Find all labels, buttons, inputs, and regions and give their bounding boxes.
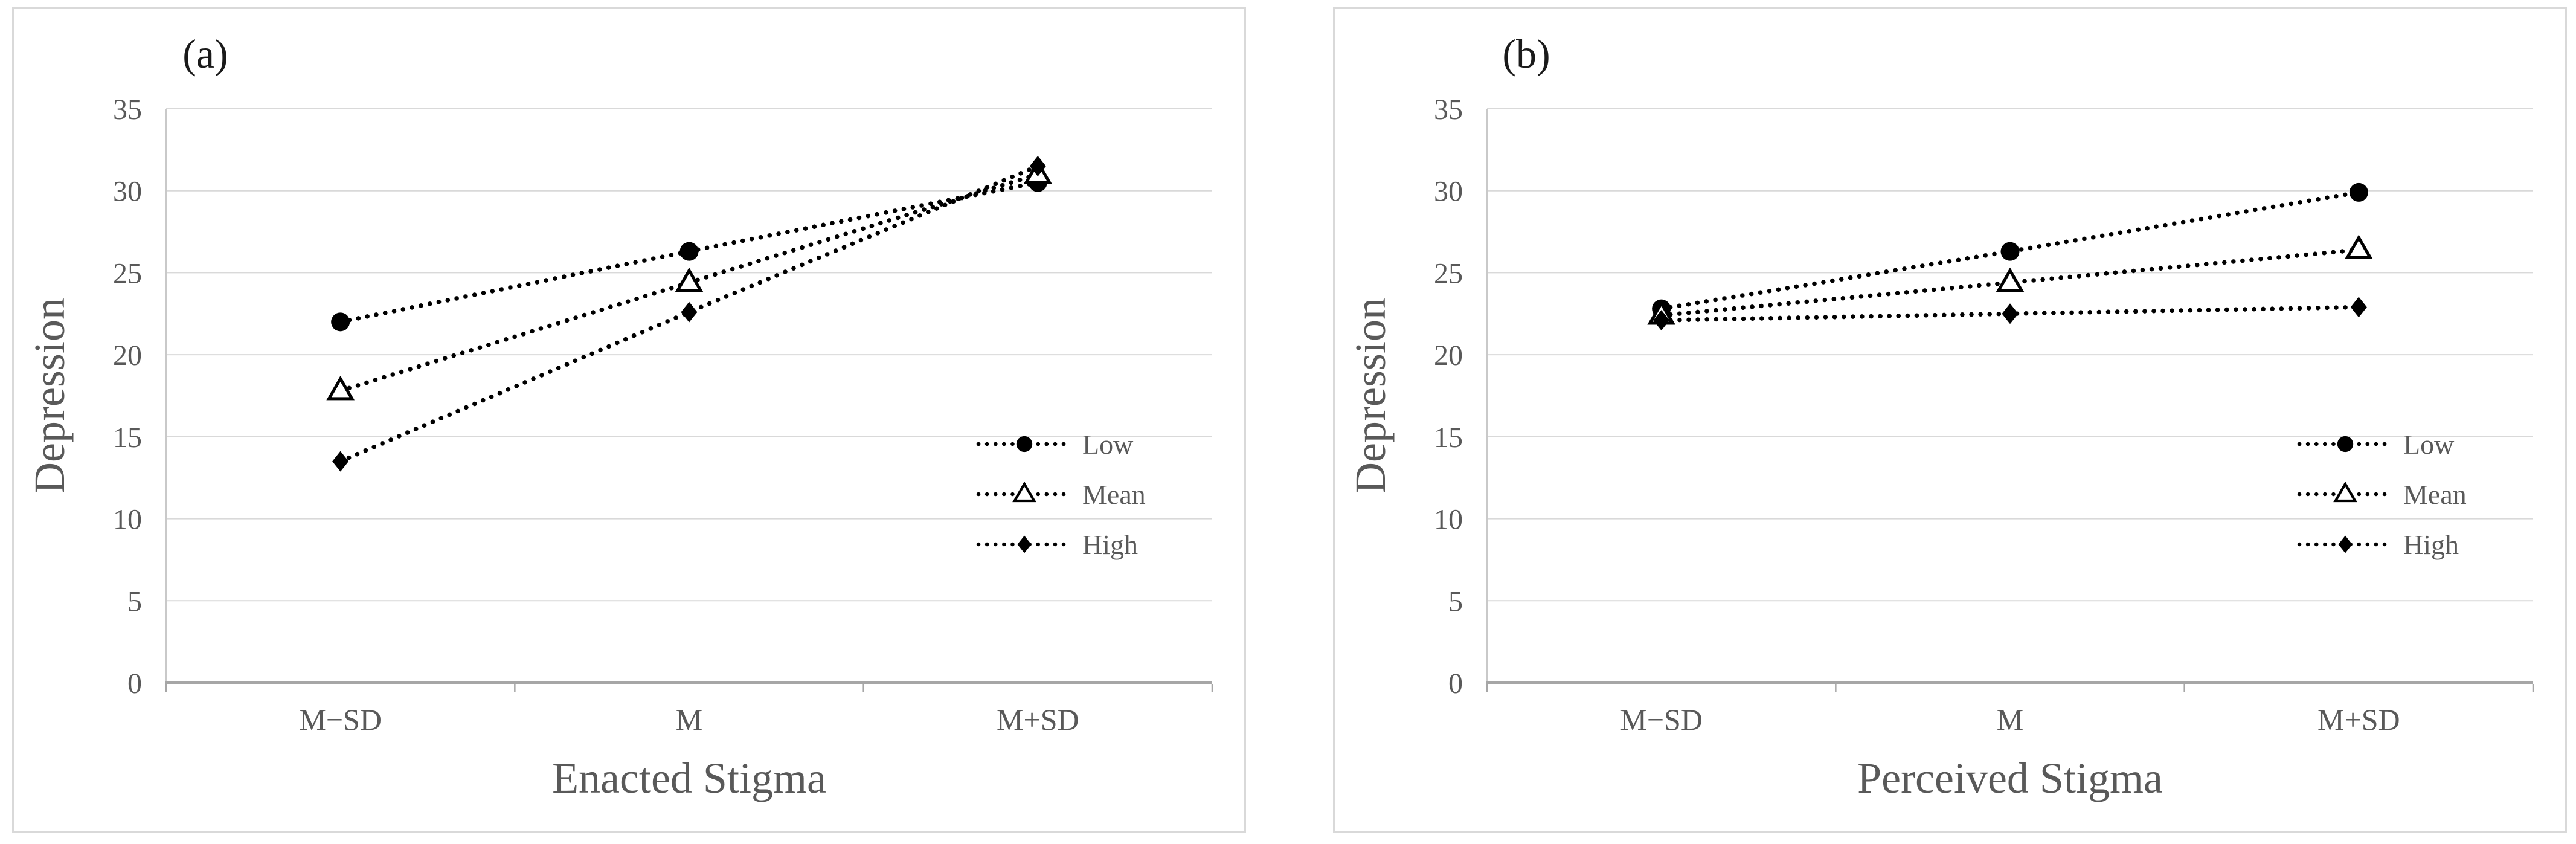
chart-b-svg: (b) 0 5 10 15 20 25 30 35 M−SD M M+SD Perceived Stig… (1333, 7, 2567, 833)
series-marker-low-2 (2349, 182, 2368, 202)
legend-item-mean: Mean (2297, 479, 2467, 510)
legend-item-high: High (2297, 529, 2459, 560)
series-marker-mean-1 (675, 267, 704, 292)
legend-item-low: Low (2297, 429, 2455, 460)
series-marker-high-2 (2350, 297, 2367, 318)
series-marker-low-1 (2000, 242, 2020, 261)
x-tick-label: M+SD (2317, 703, 2400, 736)
series-line-high (338, 164, 1041, 464)
legend-label: Low (1082, 429, 1134, 460)
panel-b: (b) 0 5 10 15 20 25 30 35 M−SD M M+SD Perceived Stig… (1333, 7, 2567, 833)
panel-label: (a) (182, 31, 228, 77)
series-line-mean (1659, 247, 2362, 318)
y-axis-title: Depression (25, 298, 74, 494)
y-tick-label: 20 (1434, 340, 1463, 372)
series-marker-high-1 (2002, 303, 2019, 324)
legend-marker-filled-diamond (2338, 535, 2353, 553)
chart-a-svg: (a) 0 5 10 15 20 25 30 35 M−SD M M+SD Enacted Stigma… (12, 7, 1246, 833)
y-tick-label: 0 (1448, 668, 1463, 700)
y-tick-label: 25 (113, 257, 142, 289)
legend-label: Mean (2403, 479, 2467, 510)
y-axis-title: Depression (1346, 298, 1395, 494)
legend: Low Mean High (976, 429, 1146, 560)
y-tick-label: 30 (1434, 176, 1463, 208)
panel-border (1333, 7, 2567, 833)
x-tick-label: M+SD (997, 703, 1079, 736)
x-tick-label: M−SD (299, 703, 382, 736)
x-tick-label: M (1997, 703, 2023, 736)
legend-item-high: High (976, 529, 1138, 560)
legend-marker-filled-circle (1016, 436, 1033, 453)
legend-label: Low (2403, 429, 2455, 460)
x-tick-label: M−SD (1620, 703, 1703, 736)
legend-label: High (2403, 529, 2459, 560)
legend-item-low: Low (976, 429, 1134, 460)
series-marker-mean-0 (326, 375, 355, 401)
series-marker-high-2 (1029, 156, 1046, 176)
legend-marker-filled-diamond (1017, 535, 1032, 553)
y-tick-label: 25 (1434, 257, 1463, 289)
gridlines (1487, 108, 2533, 602)
series-marker-high-1 (681, 301, 698, 323)
y-tick-label: 30 (113, 176, 142, 208)
panel-a: (a) 0 5 10 15 20 25 30 35 M−SD M M+SD Enacted Stigma… (12, 7, 1246, 833)
y-tick-label: 10 (1434, 504, 1463, 536)
legend-marker-open-triangle (1012, 481, 1036, 503)
y-tick-label: 20 (113, 340, 142, 372)
x-axis-title: Perceived Stigma (1857, 754, 2163, 802)
panel-border (12, 7, 1246, 833)
legend-label: High (1082, 529, 1138, 560)
y-tick-label: 35 (113, 94, 142, 126)
legend-marker-filled-circle (2337, 436, 2354, 453)
y-tick-label: 5 (127, 585, 142, 617)
legend: Low Mean High (2297, 429, 2467, 560)
x-tick-label: M (676, 703, 702, 736)
series-marker-high-0 (332, 451, 349, 472)
y-tick-label: 15 (113, 422, 142, 454)
legend-marker-open-triangle (2333, 481, 2357, 503)
legend-label: Mean (1082, 479, 1146, 510)
series-marker-mean-2 (2345, 234, 2373, 259)
y-tick-label: 15 (1434, 422, 1463, 454)
y-tick-label: 5 (1448, 585, 1463, 617)
series-marker-low-1 (679, 242, 699, 261)
series-line-low (1659, 190, 2362, 311)
y-tick-label: 10 (113, 504, 142, 536)
legend-item-mean: Mean (976, 479, 1146, 510)
panel-label: (b) (1502, 31, 1550, 77)
y-tick-label: 0 (127, 668, 142, 700)
series-marker-high-0 (1653, 310, 1670, 331)
series-marker-mean-1 (1996, 267, 2025, 292)
x-axis-title: Enacted Stigma (552, 754, 826, 802)
y-tick-label: 35 (1434, 94, 1463, 126)
series-marker-low-0 (331, 312, 350, 332)
